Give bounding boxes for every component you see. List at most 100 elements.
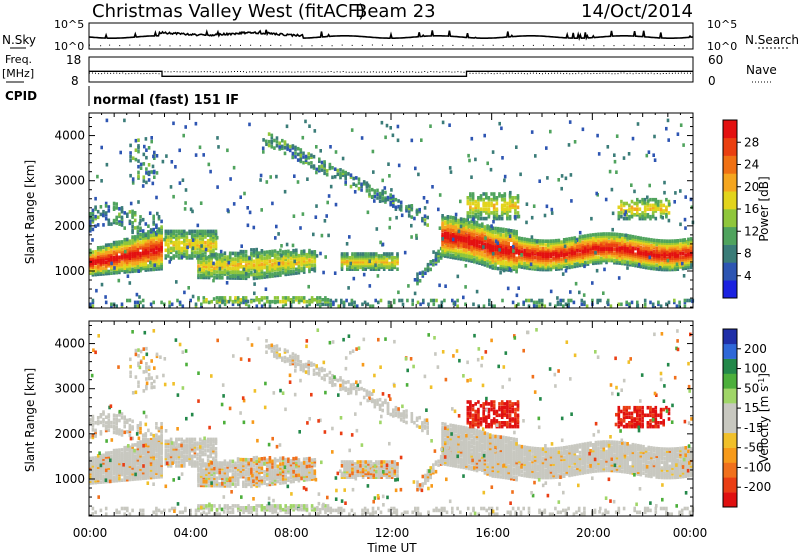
power-cell — [396, 267, 399, 271]
power-cell — [201, 246, 205, 251]
power-cell — [623, 212, 627, 217]
power-cell — [410, 205, 414, 210]
power-cell — [465, 239, 468, 243]
power-cell — [353, 261, 357, 266]
velocity-cell — [94, 461, 97, 466]
power-cell — [512, 254, 516, 258]
power-cell — [451, 219, 455, 224]
power-cell — [126, 260, 129, 265]
power-cell — [502, 252, 505, 256]
power-cell — [375, 259, 378, 264]
power-cell — [681, 238, 685, 242]
power-cell — [449, 236, 452, 240]
power-cell — [499, 270, 502, 275]
power-cell — [491, 254, 495, 259]
velocity-cell — [157, 456, 161, 460]
power-cell — [434, 258, 438, 262]
power-cell — [180, 233, 183, 237]
power-cell — [541, 267, 545, 272]
power-cell — [643, 207, 647, 211]
power-cell — [353, 254, 357, 258]
power-cell — [218, 298, 221, 302]
power-cell — [270, 139, 274, 143]
velocity-cell — [91, 462, 95, 466]
power-cell — [673, 260, 677, 264]
power-cell — [356, 263, 360, 268]
power-cell — [218, 255, 221, 259]
power-cell — [377, 267, 381, 271]
power-cell — [421, 272, 425, 276]
power-cell — [115, 253, 118, 258]
power-cell — [539, 260, 542, 264]
power-cell — [477, 211, 480, 215]
power-cell — [520, 263, 524, 267]
power-cell — [190, 252, 194, 256]
power-cell — [418, 209, 421, 214]
velocity-cell — [123, 455, 126, 459]
power-cell — [689, 252, 693, 256]
power-cell — [139, 253, 142, 258]
power-cell — [175, 242, 178, 247]
power-cell — [615, 242, 619, 246]
power-cell — [651, 302, 655, 307]
velocity-cell — [89, 421, 92, 426]
power-cell — [668, 267, 672, 272]
power-cell — [506, 201, 509, 206]
power-cell — [206, 229, 210, 234]
power-cell — [502, 261, 505, 266]
power-cell — [502, 258, 505, 262]
power-cell — [644, 250, 648, 255]
power-cell — [281, 296, 285, 300]
power-cell — [138, 221, 142, 226]
power-cell — [273, 266, 277, 270]
power-cell — [568, 240, 571, 245]
power-cell — [665, 205, 668, 210]
power-cell — [486, 243, 489, 247]
power-cell — [243, 191, 246, 196]
power-cell — [155, 195, 158, 200]
power-cell — [197, 275, 200, 280]
power-cell — [459, 242, 463, 246]
power-cell — [613, 240, 616, 244]
power-cell — [89, 212, 92, 216]
power-cell — [308, 299, 311, 304]
power-cell — [136, 242, 140, 246]
velocity-cell — [149, 473, 153, 478]
power-cell — [589, 241, 592, 245]
power-cell — [594, 234, 598, 239]
power-cell — [663, 267, 666, 272]
power-cell — [91, 250, 95, 254]
power-cell — [538, 298, 541, 303]
power-cell — [483, 246, 487, 250]
power-cell — [149, 243, 153, 247]
power-cell — [547, 247, 550, 251]
power-cell — [416, 272, 419, 276]
power-cell — [557, 259, 561, 264]
power-cell — [368, 184, 371, 189]
power-cell — [589, 242, 592, 247]
velocity-cell — [133, 450, 137, 455]
velocity-cell — [147, 457, 150, 461]
power-cell — [470, 223, 473, 227]
power-cell — [236, 268, 240, 273]
power-cell — [250, 267, 253, 271]
power-cell — [209, 242, 212, 247]
power-cell — [99, 251, 103, 256]
power-cell — [131, 179, 135, 183]
power-cell — [675, 304, 679, 308]
power-cell — [613, 238, 616, 242]
velocity-cell — [160, 465, 163, 469]
power-cell — [252, 250, 256, 254]
power-cell — [279, 267, 282, 272]
power-cell — [120, 247, 124, 252]
power-cell — [372, 267, 375, 271]
velocity-cell — [136, 458, 140, 462]
power-cell — [496, 247, 500, 252]
power-cell — [500, 211, 504, 215]
power-cell — [583, 264, 586, 269]
power-cell — [591, 298, 594, 303]
power-cell — [641, 197, 644, 202]
power-cell — [470, 247, 473, 252]
power-cell — [99, 249, 103, 254]
power-cell — [459, 236, 463, 240]
